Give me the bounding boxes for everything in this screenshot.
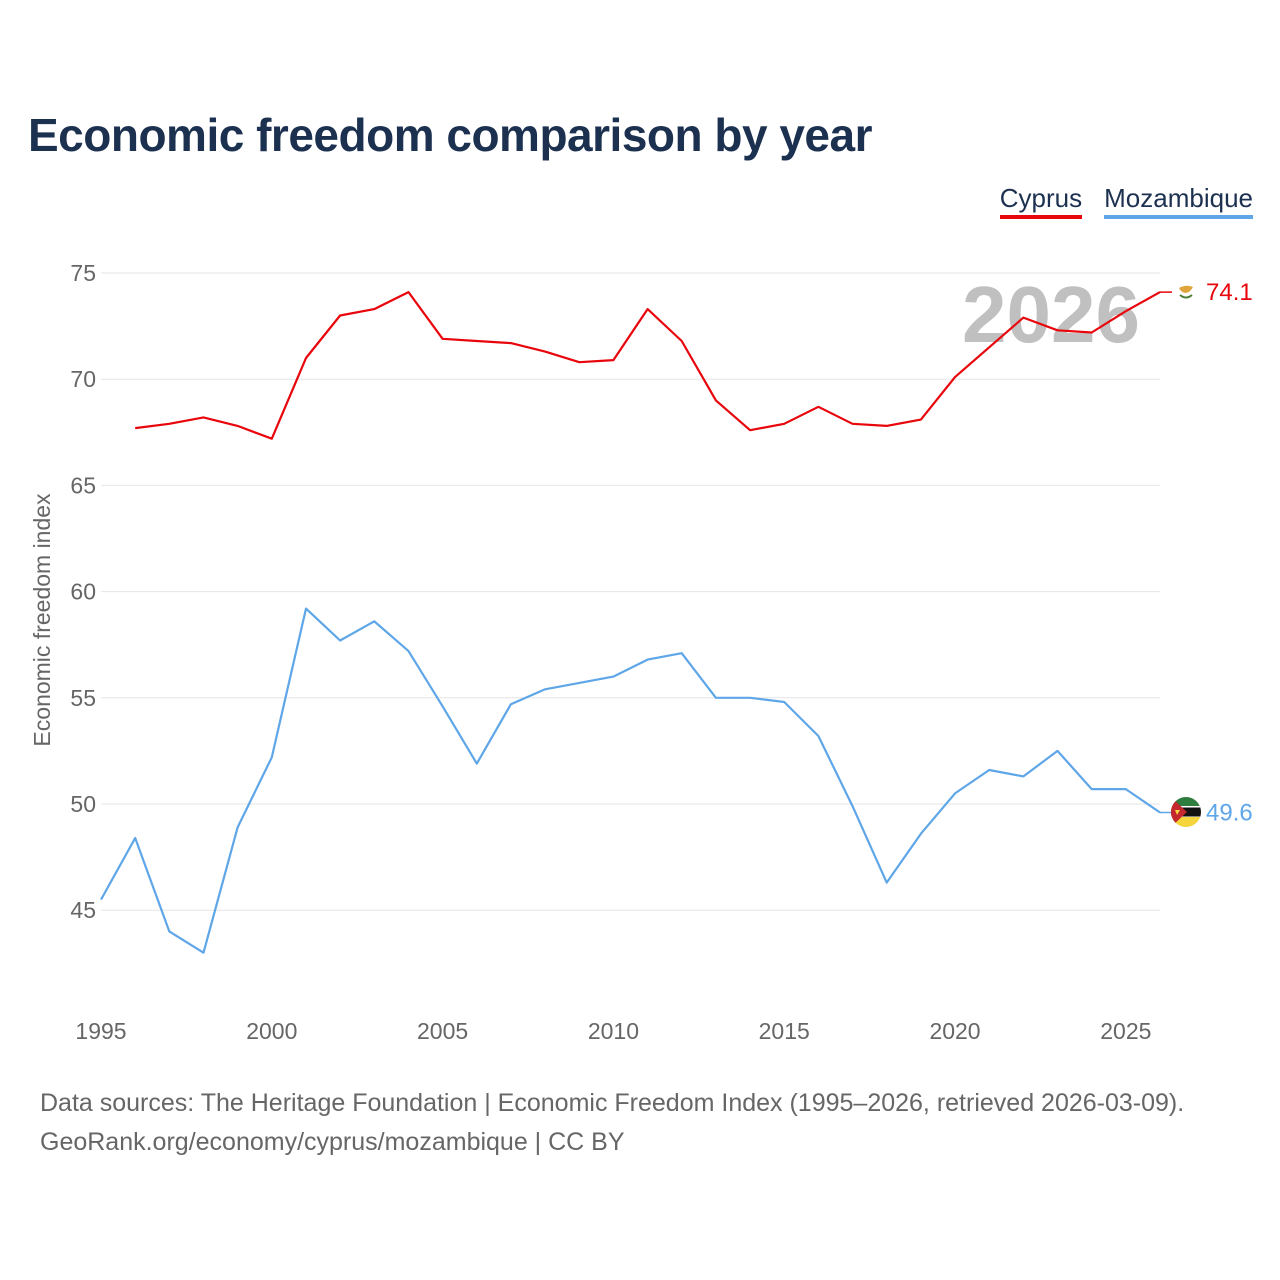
chart-title: Economic freedom comparison by year (28, 109, 873, 161)
grid-lines (101, 272, 1160, 911)
x-tick-label: 2015 (759, 1018, 810, 1044)
series-line-cyprus[interactable] (135, 291, 1161, 440)
legend-item-cyprus[interactable]: Cyprus (999, 182, 1083, 219)
y-tick-label: 55 (70, 685, 96, 711)
y-tick-label: 60 (70, 579, 96, 605)
y-axis-label: Economic freedom index (29, 493, 55, 747)
mozambique-flag-icon (1171, 797, 1201, 827)
year-watermark: 2026 (962, 270, 1140, 359)
y-tick-label: 65 (70, 472, 96, 498)
y-axis-ticks: 45 50 55 60 65 70 75 (70, 260, 96, 923)
x-tick-label: 2025 (1100, 1018, 1151, 1044)
end-value-label-cyprus: 74.1 (1206, 279, 1253, 306)
end-value-label-mozambique: 49.6 (1206, 799, 1253, 826)
x-tick-label: 1995 (75, 1018, 126, 1044)
series-line-mozambique[interactable] (100, 607, 1161, 954)
x-axis-ticks: 1995 2000 2005 2010 2015 2020 2025 (75, 1018, 1151, 1044)
footer: Data sources: The Heritage Foundation | … (40, 1084, 1184, 1162)
y-tick-label: 50 (70, 791, 96, 817)
y-tick-label: 75 (70, 260, 96, 286)
x-tick-label: 2000 (246, 1018, 297, 1044)
cyprus-flag-icon (1173, 277, 1199, 303)
legend: Cyprus Mozambique (999, 182, 1253, 219)
x-tick-label: 2005 (417, 1018, 468, 1044)
x-tick-label: 2020 (929, 1018, 980, 1044)
footer-url[interactable]: GeoRank.org/economy/cyprus/mozambique | … (40, 1128, 625, 1156)
x-tick-label: 2010 (588, 1018, 639, 1044)
y-tick-label: 70 (70, 366, 96, 392)
y-tick-label: 45 (70, 897, 96, 923)
footer-sources: Data sources: The Heritage Foundation | … (40, 1089, 1185, 1117)
series-lines: 74.1 49.6 (100, 279, 1253, 954)
legend-item-mozambique[interactable]: Mozambique (1104, 182, 1253, 219)
